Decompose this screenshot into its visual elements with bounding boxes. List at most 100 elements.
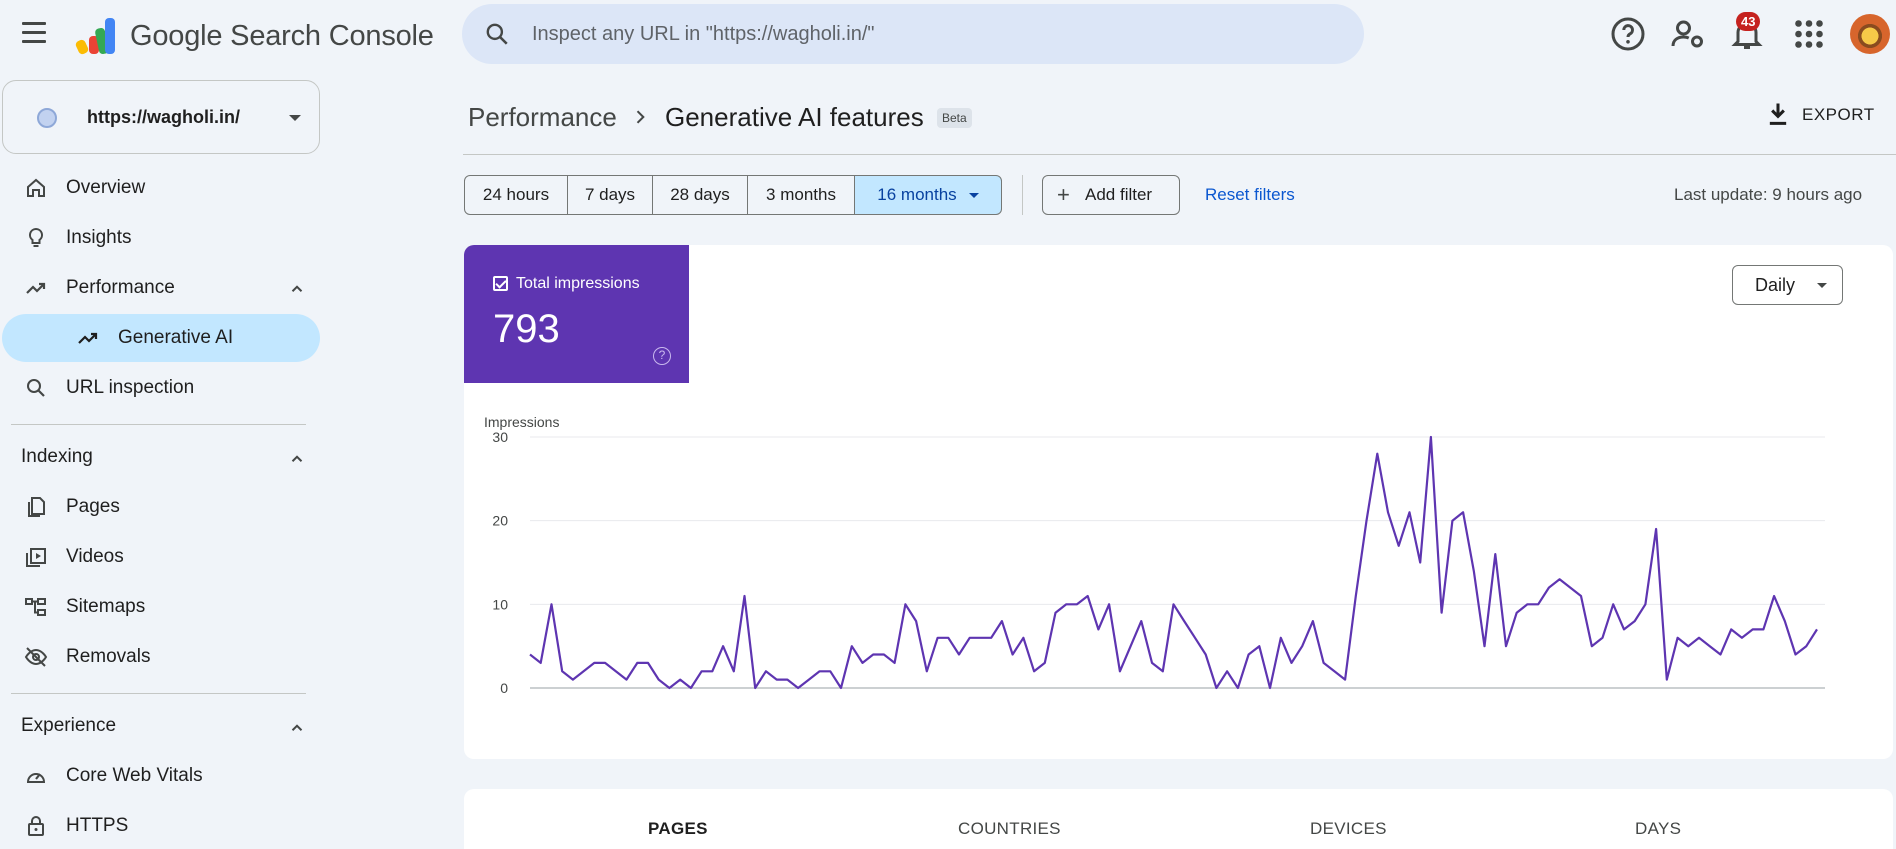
add-filter-label: Add filter xyxy=(1085,185,1153,204)
search-icon xyxy=(486,23,508,45)
sidebar-item-label: Overview xyxy=(66,177,146,198)
search-input[interactable] xyxy=(532,16,1312,52)
range-16-months[interactable]: 16 months xyxy=(854,175,1002,215)
download-icon xyxy=(1769,103,1787,125)
metric-label: Total impressions xyxy=(516,275,640,292)
property-selector[interactable]: https://wagholi.in/ xyxy=(2,80,320,154)
add-filter-button[interactable]: + Add filter xyxy=(1042,175,1180,215)
section-title: Indexing xyxy=(21,446,93,467)
sidebar-item-videos[interactable]: Videos xyxy=(0,533,320,581)
impressions-line-chart: Impressions30201005/18/265/30/266/11/266… xyxy=(484,414,1825,696)
y-tick-label: 30 xyxy=(492,429,508,445)
sidebar-item-label: Pages xyxy=(66,496,120,517)
notification-badge: 43 xyxy=(1736,12,1761,31)
trending-up-icon xyxy=(78,332,98,344)
plus-icon: + xyxy=(1057,182,1070,207)
sidebar-divider xyxy=(11,693,306,694)
sidebar-item-label: Core Web Vitals xyxy=(66,765,203,786)
sidebar: https://wagholi.in/ Overview Insights Pe… xyxy=(0,70,330,849)
range-3-months[interactable]: 3 months xyxy=(747,175,855,215)
header-divider xyxy=(463,154,1896,155)
sidebar-item-label: Insights xyxy=(66,227,132,248)
sidebar-item-label: Removals xyxy=(66,646,151,667)
range-7-days[interactable]: 7 days xyxy=(567,175,653,215)
sidebar-item-removals[interactable]: Removals xyxy=(0,633,320,681)
sitemap-icon xyxy=(25,598,46,616)
sidebar-item-generative-ai[interactable]: Generative AI xyxy=(2,314,320,362)
sidebar-item-label: Videos xyxy=(66,546,124,567)
apps-grid-icon[interactable] xyxy=(1791,16,1827,52)
manage-users-icon[interactable] xyxy=(1670,16,1706,52)
metric-value: 793 xyxy=(493,307,560,351)
chevron-up-icon xyxy=(291,455,303,462)
sidebar-item-label: URL inspection xyxy=(66,377,195,398)
globe-icon xyxy=(37,108,57,128)
sidebar-item-label: Generative AI xyxy=(118,327,234,348)
chevron-up-icon xyxy=(291,724,303,731)
search-icon xyxy=(27,379,45,397)
sidebar-divider xyxy=(11,424,306,425)
dropdown-arrow-icon xyxy=(1817,283,1827,288)
help-icon[interactable] xyxy=(1610,16,1646,52)
sidebar-item-url-inspection[interactable]: URL inspection xyxy=(0,364,320,412)
performance-chart-card: Total impressions 793 ? Daily Impression… xyxy=(464,245,1893,759)
total-impressions-card[interactable]: Total impressions 793 ? xyxy=(464,245,689,383)
chevron-up-icon xyxy=(291,285,303,292)
breadcrumb-performance[interactable]: Performance xyxy=(468,102,617,132)
chevron-right-icon xyxy=(636,110,645,124)
sidebar-item-label: Performance xyxy=(66,277,175,298)
reset-filters-link[interactable]: Reset filters xyxy=(1205,185,1295,204)
pages-icon xyxy=(28,497,45,517)
range-label: 16 months xyxy=(877,185,957,204)
sidebar-item-pages[interactable]: Pages xyxy=(0,483,320,531)
sidebar-section-indexing[interactable]: Indexing xyxy=(21,446,321,476)
export-label: EXPORT xyxy=(1802,105,1875,124)
last-update-text: Last update: 9 hours ago xyxy=(1674,185,1863,204)
top-bar: Google Search Console 43 xyxy=(0,0,1896,70)
sidebar-item-performance[interactable]: Performance xyxy=(0,264,320,312)
video-icon xyxy=(26,548,46,567)
checkbox-checked-icon[interactable] xyxy=(493,276,508,291)
search-console-logo xyxy=(75,18,115,55)
y-axis-label: Impressions xyxy=(484,414,559,430)
tab-countries[interactable]: COUNTRIES xyxy=(958,819,1061,838)
tab-days[interactable]: DAYS xyxy=(1635,819,1682,838)
sidebar-section-experience[interactable]: Experience xyxy=(21,715,321,745)
impressions-series-line xyxy=(529,435,1818,690)
home-icon xyxy=(27,178,45,197)
beta-badge: Beta xyxy=(937,108,972,128)
tab-devices[interactable]: DEVICES xyxy=(1310,819,1387,838)
breakdown-tabs: PAGES COUNTRIES DEVICES DAYS xyxy=(464,789,1893,849)
sidebar-item-label: HTTPS xyxy=(66,815,129,836)
property-url: https://wagholi.in/ xyxy=(87,107,240,127)
y-tick-label: 0 xyxy=(500,680,508,696)
range-24-hours[interactable]: 24 hours xyxy=(464,175,568,215)
url-inspect-search[interactable] xyxy=(462,4,1364,64)
granularity-dropdown[interactable]: Daily xyxy=(1732,265,1843,305)
main-menu-icon[interactable] xyxy=(20,22,50,48)
product-title: Google Search Console xyxy=(130,20,434,52)
dropdown-arrow-icon xyxy=(968,193,979,199)
sidebar-item-https[interactable]: HTTPS xyxy=(0,802,320,849)
section-title: Experience xyxy=(21,715,117,736)
sidebar-item-label: Sitemaps xyxy=(66,596,146,617)
visibility-off-icon xyxy=(24,647,48,667)
tab-pages[interactable]: PAGES xyxy=(648,819,708,838)
filter-divider xyxy=(1022,175,1023,215)
range-28-days[interactable]: 28 days xyxy=(652,175,748,215)
speed-icon xyxy=(26,773,46,783)
lightbulb-icon xyxy=(28,227,44,247)
sidebar-item-sitemaps[interactable]: Sitemaps xyxy=(0,583,320,631)
y-tick-label: 10 xyxy=(492,596,508,612)
y-tick-label: 20 xyxy=(492,513,508,529)
trending-up-icon xyxy=(26,282,46,294)
lock-icon xyxy=(28,816,44,836)
sidebar-item-core-web-vitals[interactable]: Core Web Vitals xyxy=(0,752,320,800)
page-title: Generative AI features xyxy=(665,102,924,132)
sidebar-item-insights[interactable]: Insights xyxy=(0,214,320,262)
account-avatar[interactable] xyxy=(1850,14,1890,54)
help-icon[interactable]: ? xyxy=(653,347,671,365)
chevron-down-icon xyxy=(289,115,301,121)
sidebar-item-overview[interactable]: Overview xyxy=(0,164,320,212)
granularity-label: Daily xyxy=(1755,275,1796,295)
